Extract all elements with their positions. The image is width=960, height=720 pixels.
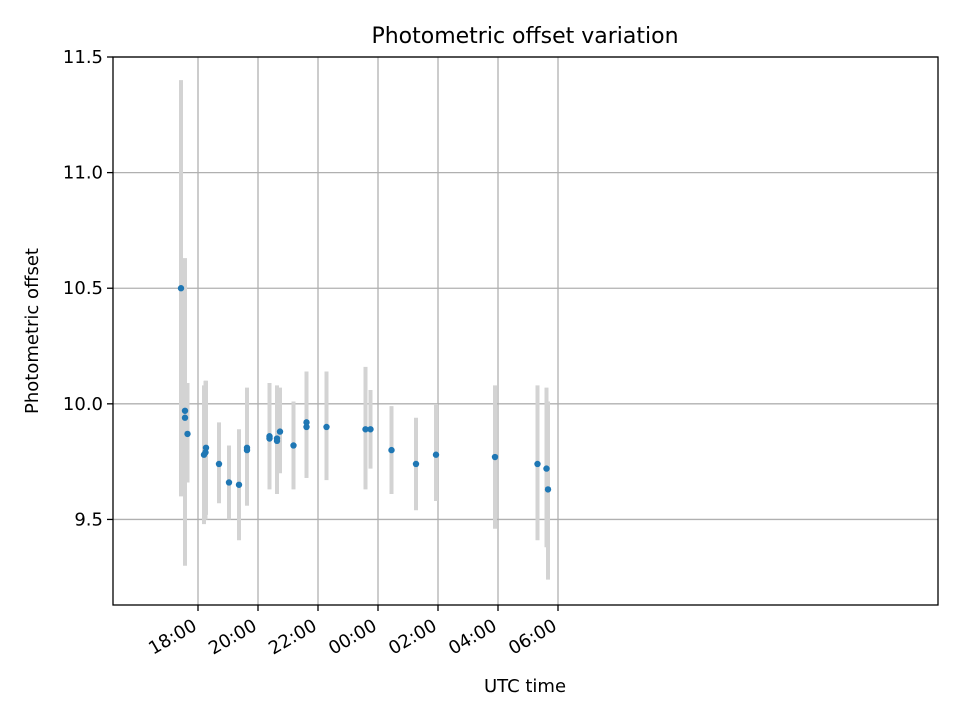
data-point <box>181 407 189 414</box>
data-point <box>202 449 209 456</box>
data-point <box>184 430 191 438</box>
data-point <box>177 285 185 292</box>
y-tick-label: 9.5 <box>74 509 103 530</box>
y-axis: 9.5 10.0 10.5 11.0 11.5 <box>63 47 113 530</box>
data-point <box>202 444 210 451</box>
data-point <box>534 460 541 468</box>
data-point <box>367 426 374 433</box>
data-point <box>412 460 420 468</box>
x-tick-label: 04:00 <box>445 615 500 659</box>
data-point <box>243 446 251 454</box>
data-point <box>362 426 369 433</box>
y-tick-label: 10.0 <box>63 394 103 415</box>
data-point <box>235 481 243 488</box>
data-point <box>388 446 395 454</box>
data-point <box>303 419 310 426</box>
y-axis-label: Photometric offset <box>22 248 43 414</box>
data-point <box>323 423 330 431</box>
data-point <box>432 451 440 458</box>
plot-frame <box>112 56 939 606</box>
data-point <box>544 486 552 493</box>
data-point <box>276 428 284 435</box>
x-tick-label: 00:00 <box>325 615 380 659</box>
data-point <box>543 465 550 472</box>
data-point <box>266 435 273 442</box>
data-point <box>273 437 281 445</box>
errorbar-layer <box>179 80 550 580</box>
x-tick-label: 18:00 <box>145 615 200 659</box>
chart-title: Photometric offset variation <box>371 24 678 49</box>
x-tick-label: 20:00 <box>205 615 260 659</box>
point-layer <box>177 285 552 493</box>
x-axis: 18:00 20:00 22:00 00:00 02:00 04:00 06:00 <box>145 605 561 659</box>
data-point <box>225 479 233 486</box>
y-tick-label: 11.5 <box>63 47 103 68</box>
data-point <box>303 423 310 431</box>
data-point <box>181 414 189 421</box>
y-tick-label: 11.0 <box>63 163 103 184</box>
data-point <box>215 460 223 468</box>
x-tick-label: 02:00 <box>385 615 440 659</box>
x-tick-label: 22:00 <box>265 615 320 659</box>
data-point <box>491 453 499 461</box>
grid-layer <box>113 56 938 605</box>
y-tick-label: 10.5 <box>63 278 103 299</box>
x-axis-label: UTC time <box>484 676 566 697</box>
x-tick-label: 06:00 <box>505 615 560 659</box>
data-point <box>290 442 297 449</box>
